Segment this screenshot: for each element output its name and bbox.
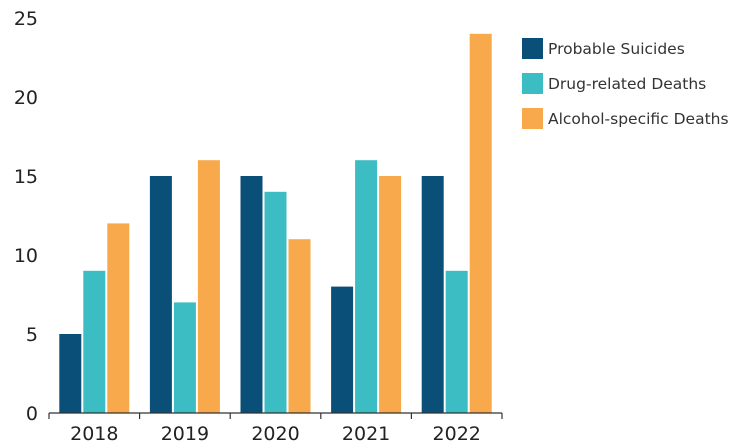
bar-alcohol-specific-deaths-2022: [469, 33, 492, 414]
legend-label: Probable Suicides: [548, 40, 685, 58]
bar-drug-related-deaths-2020: [264, 191, 287, 413]
legend-swatch: [522, 73, 543, 94]
y-axis-ticks: 0 5 10 15 20 25: [14, 8, 38, 425]
bar-probable-suicides-2020: [240, 176, 263, 413]
bar-drug-related-deaths-2022: [445, 270, 468, 413]
x-tick-label: 2020: [251, 423, 299, 444]
bar-alcohol-specific-deaths-2020: [288, 239, 311, 413]
x-tick-label: 2019: [161, 423, 209, 444]
legend-label: Drug-related Deaths: [548, 75, 706, 93]
legend-label: Alcohol-specific Deaths: [548, 110, 729, 128]
y-tick-label: 0: [26, 403, 38, 425]
x-axis-ticks: 2018 2019 2020 2021 2022: [48, 413, 503, 444]
y-tick-label: 15: [14, 166, 38, 188]
x-tick-label: 2021: [342, 423, 390, 444]
y-tick-label: 20: [14, 87, 38, 109]
bar-probable-suicides-2022: [421, 176, 444, 413]
legend: Probable Suicides Drug-related Deaths Alco…: [522, 38, 729, 129]
bar-probable-suicides-2019: [149, 176, 172, 413]
legend-swatch: [522, 38, 543, 59]
y-tick-label: 25: [14, 8, 38, 30]
bar-probable-suicides-2021: [331, 286, 354, 413]
x-tick-label: 2018: [70, 423, 118, 444]
bar-drug-related-deaths-2021: [355, 160, 378, 413]
y-tick-label: 5: [26, 324, 38, 346]
bar-drug-related-deaths-2019: [173, 302, 196, 413]
x-tick-label: 2022: [433, 423, 481, 444]
bar-alcohol-specific-deaths-2019: [197, 160, 220, 413]
bar-alcohol-specific-deaths-2021: [379, 176, 402, 413]
bars: [59, 33, 492, 414]
legend-swatch: [522, 108, 543, 129]
bar-drug-related-deaths-2018: [83, 270, 106, 413]
y-tick-label: 10: [14, 245, 38, 267]
bar-alcohol-specific-deaths-2018: [107, 223, 130, 413]
bar-probable-suicides-2018: [59, 334, 82, 413]
